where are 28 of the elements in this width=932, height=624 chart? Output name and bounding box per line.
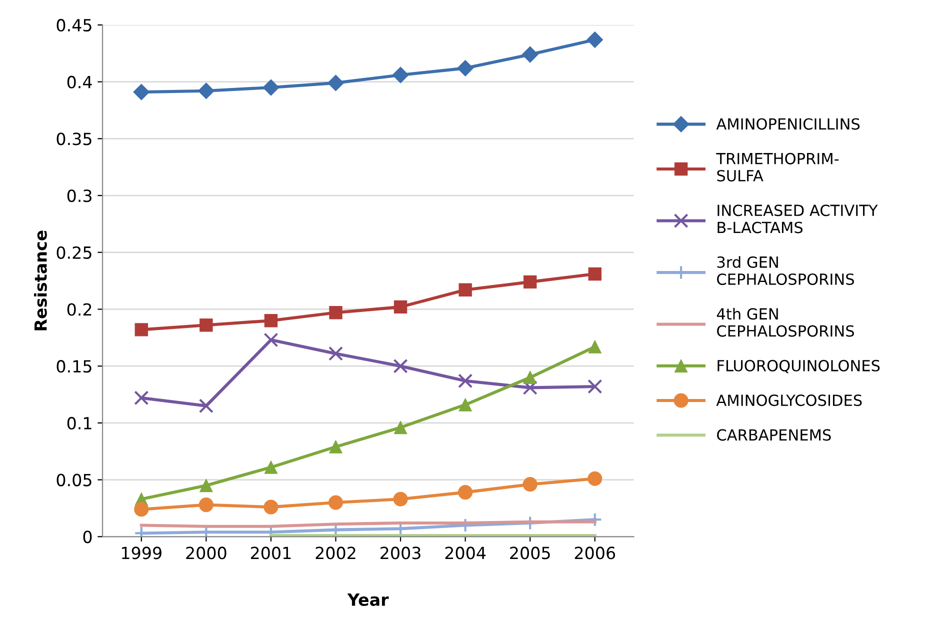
y-tick-label: 0.15 — [56, 360, 92, 373]
y-tick-label: 0.25 — [56, 246, 92, 259]
legend-label: INCREASED ACTIVITY B-LACTAMS — [718, 204, 878, 234]
legend-label: CARBAPENEMS — [717, 429, 831, 441]
x-tick-label: 2001 — [250, 546, 291, 560]
legend-label: AMINOGLYCOSIDES — [716, 394, 862, 406]
y-tick-label: 0.1 — [67, 416, 92, 430]
x-tick-label: 2005 — [510, 546, 550, 560]
y-tick-label: 0 — [83, 530, 92, 544]
legend-label: 3rd GEN CEPHALOSPORINS — [717, 256, 854, 286]
y-axis-title: Resistance — [34, 230, 47, 330]
legend-label: FLUOROQUINOLONES — [718, 360, 880, 374]
y-tick-label: 0.4 — [67, 76, 92, 88]
y-tick-label: 0.35 — [56, 132, 92, 146]
y-tick-label: 0.05 — [56, 474, 92, 486]
x-tick-label: 2000 — [186, 546, 226, 560]
y-tick-label: 0.3 — [67, 189, 92, 202]
x-axis-title: Year — [347, 594, 389, 606]
x-tick-label: 2002 — [316, 546, 356, 560]
legend-label: 4th GEN CEPHALOSPORINS — [716, 308, 854, 337]
x-tick-label: 1999 — [122, 546, 162, 560]
y-tick-label: 0.45 — [56, 18, 92, 32]
legend-label: TRIMETHOPRIM- SULFA — [716, 152, 839, 182]
x-tick-label: 2004 — [445, 546, 486, 560]
y-tick-label: 0.2 — [67, 303, 92, 316]
x-tick-label: 2006 — [574, 546, 616, 560]
legend-label: AMINOPENICILLINS — [716, 118, 860, 130]
x-tick-label: 2003 — [380, 546, 420, 560]
